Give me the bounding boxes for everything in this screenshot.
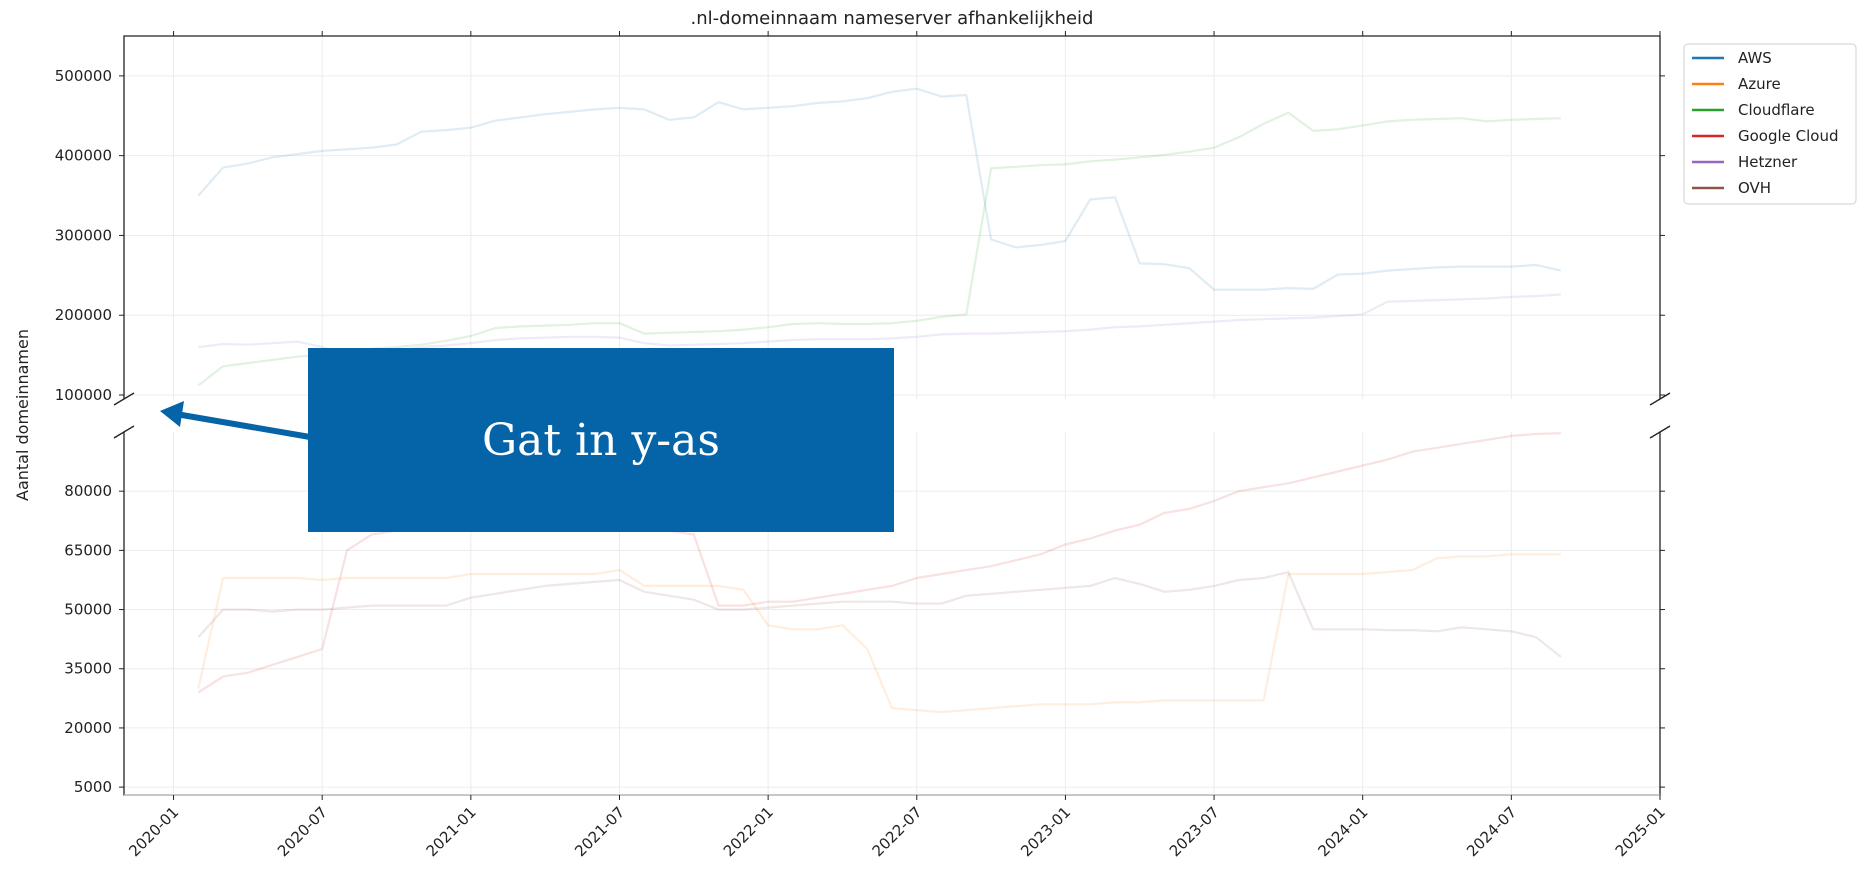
x-tick-label: 2022-01 [720, 803, 777, 860]
legend-label: Hetzner [1738, 153, 1798, 171]
series-line-aws [197, 87, 1562, 291]
annotation-callout: Gat in y-as [308, 348, 894, 532]
legend-box [1683, 43, 1857, 205]
annotation-arrowhead [160, 401, 184, 427]
y-tick-label: 100000 [55, 386, 112, 404]
y-tick-label: 80000 [64, 482, 112, 500]
y-tick-label: 35000 [64, 660, 112, 678]
y-axis-label: Aantal domeinnamen [13, 329, 32, 501]
y-tick-label: 5000 [74, 778, 112, 796]
series-line-azure [197, 553, 1561, 714]
legend-label: AWS [1738, 49, 1772, 67]
chart-title: .nl-domeinnaam nameserver afhankelijkhei… [691, 8, 1094, 29]
annotation-arrow [175, 411, 311, 440]
series-line-ovh [197, 570, 1562, 658]
legend: AWS Azure Cloudflare Google Cloud Hetzner OVH [1683, 43, 1857, 205]
x-tick-label: 2023-07 [1166, 803, 1223, 860]
axis-break-mark [1649, 425, 1671, 439]
legend-label: Azure [1738, 75, 1781, 93]
y-tick-label: 500000 [55, 67, 112, 85]
legend-label: Cloudflare [1738, 101, 1815, 119]
y-tick-label: 200000 [55, 306, 112, 324]
y-tick-label: 20000 [64, 719, 112, 737]
x-tick-label: 2020-01 [125, 803, 182, 860]
x-tick-label: 2024-07 [1463, 803, 1520, 860]
x-tick-label: 2023-01 [1017, 803, 1074, 860]
upper-panel-frame [123, 35, 1661, 399]
legend-label: OVH [1738, 179, 1771, 197]
y-tick-label: 400000 [55, 147, 112, 165]
x-tick-label: 2025-01 [1612, 803, 1669, 860]
legend-label: Google Cloud [1738, 127, 1839, 145]
x-tick-label: 2022-07 [869, 803, 926, 860]
y-tick-label: 65000 [64, 541, 112, 559]
x-tick-label: 2020-07 [274, 803, 331, 860]
series-line-cloudflare [197, 111, 1561, 387]
axis-break-mark [113, 392, 135, 406]
series-line-hetzner [198, 293, 1561, 357]
x-tick-label: 2021-01 [423, 803, 480, 860]
y-tick-label: 300000 [55, 226, 112, 244]
annotation-text: Gat in y-as [482, 414, 720, 466]
axis-break-mark [113, 425, 135, 439]
axis-break-mark [1649, 392, 1671, 406]
y-tick-label: 50000 [64, 601, 112, 619]
x-tick-label: 2021-07 [571, 803, 628, 860]
x-tick-label: 2024-01 [1314, 803, 1371, 860]
